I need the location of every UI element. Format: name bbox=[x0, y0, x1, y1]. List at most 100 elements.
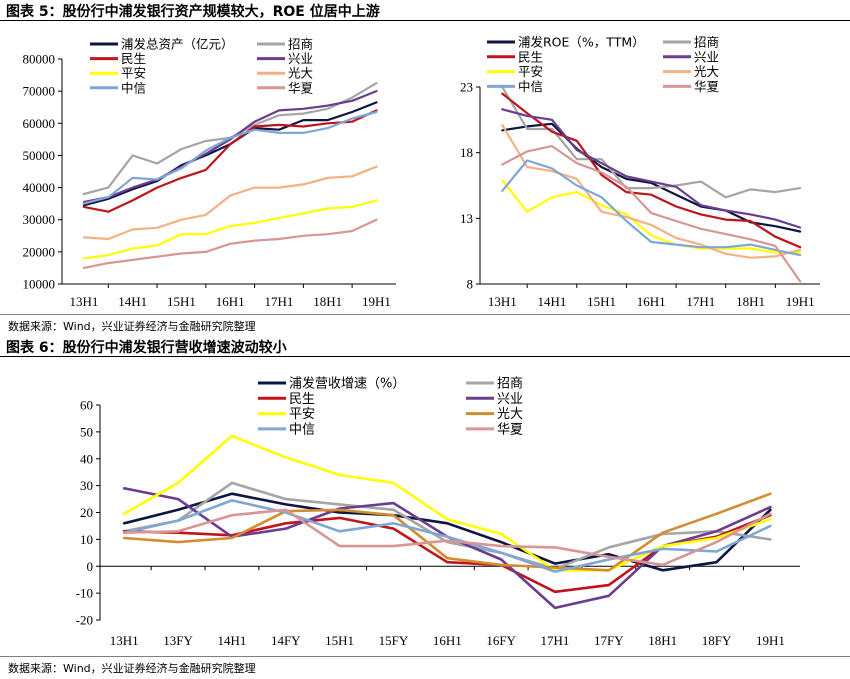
series-line-浦发 bbox=[122, 492, 772, 572]
y-tick-label: -20 bbox=[76, 613, 93, 628]
series-line-中信 bbox=[122, 499, 772, 573]
series-line-招商 bbox=[501, 85, 802, 199]
y-tick-label: 50 bbox=[80, 424, 93, 439]
x-tick-label: 18H1 bbox=[736, 294, 765, 309]
series-line-平安 bbox=[501, 179, 802, 254]
legend-label-浦发: 浦发营收增速（%） bbox=[289, 376, 405, 392]
legend-label-平安: 平安 bbox=[121, 66, 146, 81]
legend-label-华夏: 华夏 bbox=[694, 79, 720, 94]
x-tick-label: 14FY bbox=[271, 633, 301, 648]
series-line-华夏 bbox=[501, 144, 802, 283]
legend-label-招商: 招商 bbox=[288, 37, 313, 52]
roe-chart: 23 18 13 8 13H1 14H1 15H1 16H1 17H1 18H1 19H1 浦发ROE… bbox=[460, 35, 820, 309]
source-note-bottom: 数据来源：Wind，兴业证券经济与金融研究院整理 bbox=[8, 662, 256, 675]
figure-5-title-rule bbox=[0, 20, 850, 21]
series-line-中信 bbox=[82, 110, 378, 205]
series-line-华夏 bbox=[122, 508, 772, 567]
series-line-民生 bbox=[82, 109, 378, 213]
source-note-top: 数据来源：Wind，兴业证券经济与金融研究院整理 bbox=[8, 320, 256, 333]
y-tick-label: 50000 bbox=[23, 148, 56, 163]
x-tick-label: 14H1 bbox=[538, 294, 567, 309]
series-line-民生 bbox=[501, 92, 802, 249]
x-tick-label: 15H1 bbox=[325, 633, 354, 648]
x-tick-label: 16FY bbox=[486, 633, 516, 648]
revenue-growth-chart: 60 50 40 30 20 10 0 -10 -20 13H1 13FY 14H1 14FY 15H1 1… bbox=[76, 376, 800, 648]
y-tick-label: 8 bbox=[467, 277, 474, 292]
legend-label-华夏: 华夏 bbox=[288, 80, 314, 95]
legend-label-光大: 光大 bbox=[497, 407, 523, 422]
series-lines bbox=[122, 434, 772, 610]
x-tick-label: 19H1 bbox=[786, 294, 815, 309]
series-lines bbox=[501, 85, 802, 283]
y-tick-label: 60000 bbox=[23, 116, 56, 131]
series-line-华夏 bbox=[82, 218, 378, 269]
y-tick-label: -10 bbox=[76, 586, 93, 601]
legend-label-平安: 平安 bbox=[518, 64, 543, 79]
series-line-兴业 bbox=[501, 108, 802, 229]
y-tick-label: 60 bbox=[80, 398, 93, 413]
series-line-平安 bbox=[82, 199, 378, 260]
x-tick-label: 18H1 bbox=[313, 294, 342, 309]
series-line-光大 bbox=[82, 165, 378, 241]
x-tick-label: 16H1 bbox=[637, 294, 666, 309]
y-tick-label: 18 bbox=[460, 145, 473, 160]
x-tick-label: 18FY bbox=[702, 633, 732, 648]
x-tick-label: 19H1 bbox=[362, 294, 391, 309]
legend-label-民生: 民生 bbox=[289, 392, 315, 407]
x-tick-label: 15FY bbox=[379, 633, 409, 648]
x-tick-label: 17H1 bbox=[686, 294, 715, 309]
y-tick-label: 0 bbox=[87, 559, 94, 574]
figure-6-title-rule bbox=[0, 356, 850, 357]
series-line-民生 bbox=[122, 513, 772, 594]
y-tick-label: 20 bbox=[80, 505, 93, 520]
x-tick-label: 14H1 bbox=[217, 633, 246, 648]
x-tick-label: 13H1 bbox=[110, 633, 139, 648]
axes: 23 18 13 8 13H1 14H1 15H1 16H1 17H1 18H1 19H1 bbox=[460, 80, 820, 309]
y-tick-label: 70000 bbox=[23, 84, 56, 99]
x-tick-label: 13H1 bbox=[69, 294, 98, 309]
legend-label-中信: 中信 bbox=[518, 79, 543, 94]
legend-label-光大: 光大 bbox=[288, 66, 313, 81]
series-line-平安 bbox=[122, 434, 772, 572]
legend-label-中信: 中信 bbox=[289, 422, 315, 437]
y-tick-label: 40000 bbox=[23, 180, 56, 195]
legend-label-浦发: 浦发总资产（亿元） bbox=[121, 37, 234, 52]
x-tick-label: 16H1 bbox=[216, 294, 245, 309]
x-tick-label: 17H1 bbox=[541, 633, 570, 648]
legend-label-浦发: 浦发ROE（%，TTM） bbox=[518, 35, 645, 50]
x-tick-label: 13FY bbox=[163, 633, 193, 648]
x-tick-label: 15H1 bbox=[587, 294, 616, 309]
y-tick-label: 20000 bbox=[23, 244, 56, 259]
x-tick-label: 18H1 bbox=[648, 633, 677, 648]
legend-label-兴业: 兴业 bbox=[288, 51, 313, 66]
legend-label-民生: 民生 bbox=[518, 49, 543, 64]
series-lines bbox=[82, 81, 378, 269]
legend-label-兴业: 兴业 bbox=[497, 392, 523, 407]
y-tick-label: 80000 bbox=[23, 52, 56, 67]
x-tick-label: 17FY bbox=[594, 633, 624, 648]
legend-label-华夏: 华夏 bbox=[497, 422, 523, 437]
source-rule-top bbox=[0, 314, 850, 315]
series-line-中信 bbox=[501, 159, 802, 257]
y-tick-label: 30000 bbox=[23, 212, 56, 227]
series-line-光大 bbox=[122, 492, 772, 572]
y-tick-label: 30 bbox=[80, 478, 93, 493]
series-line-光大 bbox=[501, 123, 802, 259]
legend-label-招商: 招商 bbox=[497, 377, 523, 392]
figure-6-title: 图表 6：股份行中浦发银行营收增速波动较小 bbox=[6, 340, 287, 356]
legend-label-中信: 中信 bbox=[121, 80, 146, 95]
assets-chart: 80000 70000 60000 50000 40000 30000 20000 10000… bbox=[23, 37, 396, 309]
x-tick-label: 19H1 bbox=[756, 633, 785, 648]
series-line-兴业 bbox=[82, 89, 378, 204]
y-tick-label: 13 bbox=[460, 211, 473, 226]
x-tick-label: 13H1 bbox=[488, 294, 517, 309]
x-tick-label: 14H1 bbox=[118, 294, 147, 309]
source-rule-bottom bbox=[0, 656, 850, 657]
legend-label-民生: 民生 bbox=[121, 51, 146, 66]
figure-5-title: 图表 5：股份行中浦发银行资产规模较大，ROE 位居中上游 bbox=[6, 4, 380, 20]
y-tick-label: 10000 bbox=[23, 277, 56, 292]
legend-label-兴业: 兴业 bbox=[694, 49, 719, 64]
